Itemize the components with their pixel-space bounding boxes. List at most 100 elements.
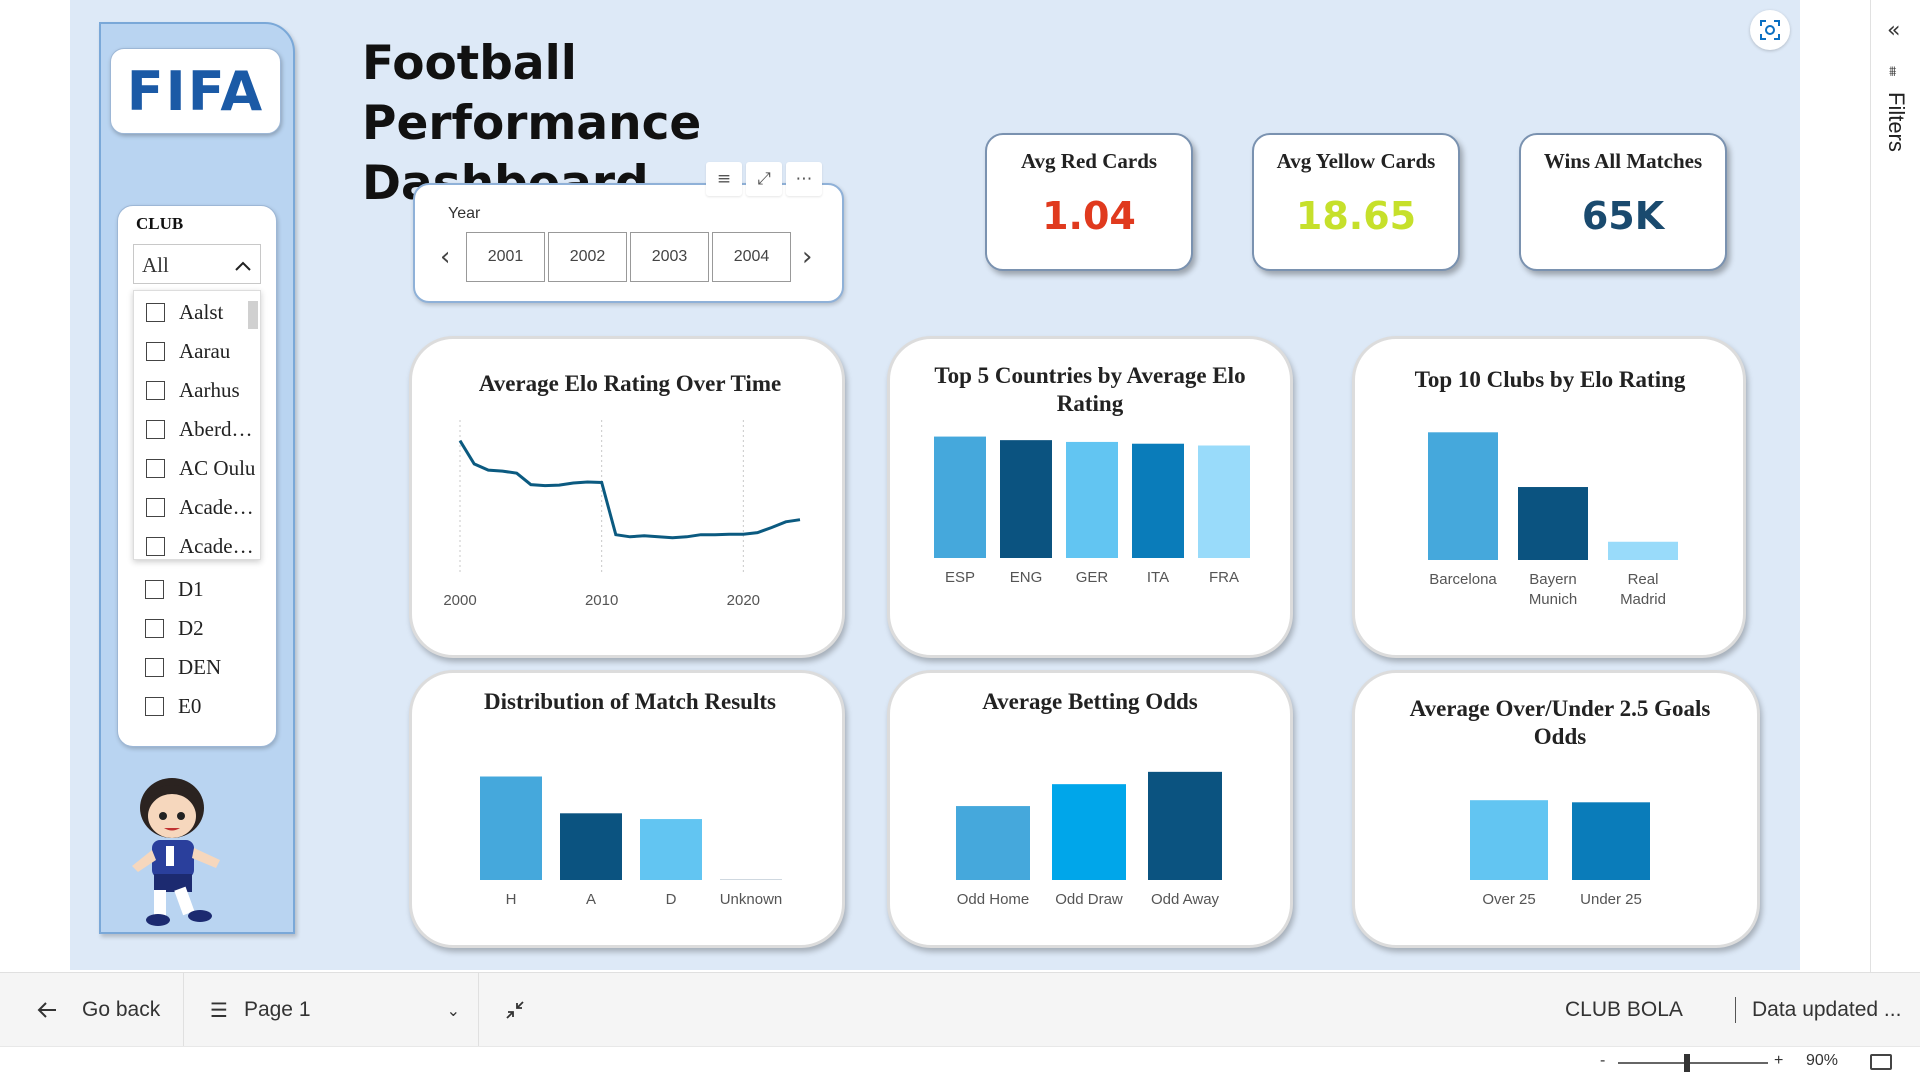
category-label: D xyxy=(666,891,677,908)
club-option[interactable]: Aarhus xyxy=(146,375,240,405)
zoom-slider-thumb[interactable] xyxy=(1684,1054,1690,1072)
kpi-value: 1.04 xyxy=(1042,194,1136,238)
club-option-label: Acade… xyxy=(179,533,254,558)
club-option-label: D1 xyxy=(178,576,204,601)
category-label: H xyxy=(506,891,517,908)
bar-chart-results: H A D Unknown xyxy=(480,776,782,908)
checkbox[interactable] xyxy=(145,696,164,716)
checkbox[interactable] xyxy=(145,579,164,599)
club-option[interactable]: Aberd… xyxy=(146,414,252,444)
fit-to-page-icon[interactable] xyxy=(1870,1054,1892,1070)
category-label: Barcelona xyxy=(1429,571,1497,588)
category-label: Bayern xyxy=(1529,571,1577,588)
data-updated-label: Data updated ... xyxy=(1752,998,1902,1021)
bar xyxy=(1198,445,1250,558)
filters-label[interactable]: Filters xyxy=(1884,92,1909,152)
chart-title: Top 5 Countries by Average Elo Rating xyxy=(934,363,1246,416)
kpi-title: Wins All Matches xyxy=(1543,149,1703,173)
elo-line-series xyxy=(458,439,801,540)
bar-chart-countries: ESP ENG GER ITA FRA xyxy=(934,436,1250,586)
visual-header-tools: ≡ ⤢ ⋯ xyxy=(706,162,822,196)
club-options-list[interactable]: Aalst Aarau Aarhus Aberd… AC Oulu Acade… Acade… xyxy=(133,290,261,560)
filter-funnel-icon: ⩩ xyxy=(1889,64,1897,80)
focus-expand-icon[interactable]: ⤢ xyxy=(746,162,782,196)
zoom-in-button[interactable]: + xyxy=(1774,1052,1784,1069)
club-option[interactable]: Acade… xyxy=(146,492,254,522)
bar xyxy=(934,436,986,558)
bar xyxy=(1518,487,1588,560)
arrow-left-icon xyxy=(37,1002,56,1018)
more-options-icon[interactable]: ⋯ xyxy=(786,162,822,196)
x-tick-label: 2020 xyxy=(727,592,760,609)
checkbox[interactable] xyxy=(146,341,165,361)
chart-title: Top 10 Clubs by Elo Rating xyxy=(1414,367,1686,392)
chart-card-elo-over-time xyxy=(409,336,845,658)
bar xyxy=(720,879,782,880)
club-option-label: DEN xyxy=(178,654,222,679)
club-option[interactable]: AC Oulu xyxy=(146,453,255,483)
mascot-player-image xyxy=(132,778,220,926)
chevron-up-icon[interactable] xyxy=(234,257,252,275)
zoom-slider[interactable] xyxy=(1618,1062,1768,1064)
kpi-wins-all-matches: Wins All Matches 65K xyxy=(1519,133,1727,271)
club-option-label: Aarhus xyxy=(179,377,240,402)
category-label: Madrid xyxy=(1620,591,1666,608)
club-option[interactable]: D2 xyxy=(145,613,204,643)
checkbox[interactable] xyxy=(146,458,165,478)
category-label: ESP xyxy=(945,569,975,586)
bar xyxy=(1572,802,1650,880)
chevron-left-icon[interactable]: ‹ xyxy=(440,242,451,272)
year-slicer-label: Year xyxy=(448,205,481,222)
club-option[interactable]: Acade… xyxy=(146,531,254,559)
club-option[interactable]: DEN xyxy=(145,652,221,682)
chevron-right-icon[interactable]: › xyxy=(802,242,813,272)
club-option[interactable]: D1 xyxy=(145,574,204,604)
collapse-icon[interactable] xyxy=(505,973,525,1047)
kpi-value: 65K xyxy=(1581,194,1665,238)
category-label: Under 25 xyxy=(1580,891,1642,908)
divider xyxy=(183,973,184,1047)
club-dropdown[interactable]: All xyxy=(133,244,261,284)
kpi-value: 18.65 xyxy=(1295,194,1417,238)
category-label: Odd Away xyxy=(1151,891,1220,908)
checkbox[interactable] xyxy=(145,618,164,638)
focus-mode-icon[interactable] xyxy=(1750,10,1790,50)
checkbox[interactable] xyxy=(146,380,165,400)
scrollbar-thumb[interactable] xyxy=(248,301,258,329)
year-button-2004[interactable]: 2004 xyxy=(712,232,791,282)
year-button-2003[interactable]: 2003 xyxy=(630,232,709,282)
club-option[interactable]: Aalst xyxy=(146,297,223,327)
zoom-level[interactable]: 90% xyxy=(1806,1052,1839,1069)
club-option-label: Aalst xyxy=(179,299,224,324)
bar xyxy=(1148,771,1222,880)
checkbox[interactable] xyxy=(145,657,164,677)
checkbox[interactable] xyxy=(146,302,165,322)
zoom-out-button[interactable]: - xyxy=(1600,1052,1606,1069)
bar-chart-over-under: Over 25 Under 25 xyxy=(1470,800,1650,908)
collapse-chevron-icon[interactable]: « xyxy=(1887,18,1901,43)
filter-icon[interactable]: ≡ xyxy=(706,162,742,196)
filters-pane[interactable]: « ⩩ Filters xyxy=(1870,0,1920,1045)
category-label: GER xyxy=(1076,569,1109,586)
go-back-button[interactable]: Go back xyxy=(36,973,160,1047)
club-option[interactable]: Aarau xyxy=(146,336,230,366)
checkbox[interactable] xyxy=(146,419,165,439)
kpi-title: Avg Yellow Cards xyxy=(1276,149,1436,173)
chart-card-over-under xyxy=(1352,670,1760,948)
chart-title: Average Over/Under 2.5 Goals Odds xyxy=(1409,696,1711,749)
year-button-2001[interactable]: 2001 xyxy=(466,232,545,282)
club-option[interactable]: E0 xyxy=(145,691,201,721)
data-updated-status[interactable]: Data updated ... xyxy=(1735,973,1901,1047)
category-label: Over 25 xyxy=(1482,891,1535,908)
bar xyxy=(1470,800,1548,880)
year-button-2002[interactable]: 2002 xyxy=(548,232,627,282)
club-slicer-title: CLUB xyxy=(136,214,184,233)
club-option-label: Aarau xyxy=(179,338,231,363)
divider xyxy=(1735,997,1736,1023)
go-back-label: Go back xyxy=(82,998,161,1021)
checkbox[interactable] xyxy=(146,497,165,517)
bar xyxy=(1052,784,1126,880)
bar xyxy=(1428,432,1498,560)
checkbox[interactable] xyxy=(146,536,165,556)
page-selector[interactable]: ☰ Page 1 ⌄ xyxy=(210,973,460,1047)
